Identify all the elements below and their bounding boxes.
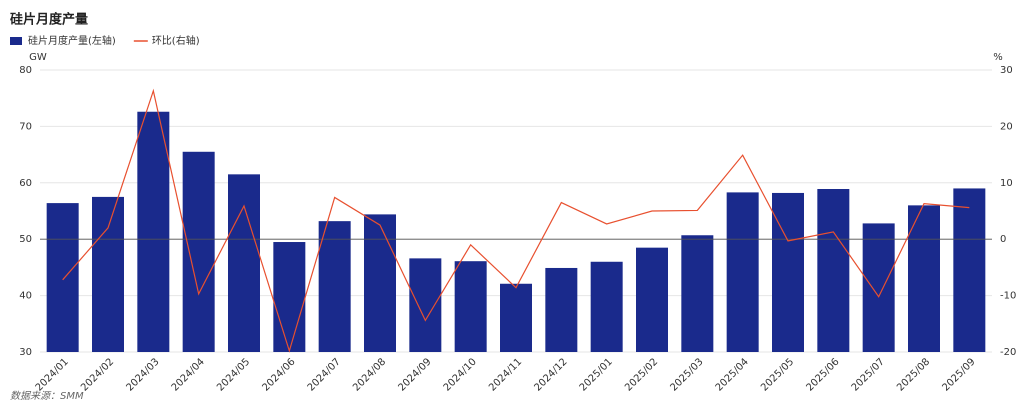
- y-tick-label: 70: [19, 121, 32, 132]
- y2-tick-label: 0: [1000, 234, 1006, 245]
- x-tick-label: 2024/06: [260, 356, 297, 393]
- x-tick-label: 2024/05: [215, 356, 252, 393]
- bar: [681, 235, 714, 352]
- bar: [92, 196, 124, 352]
- x-tick-label: 2025/02: [623, 356, 660, 393]
- x-tick-label: 2025/09: [940, 356, 977, 393]
- y2-tick-label: 20: [1000, 121, 1013, 132]
- x-tick-label: 2025/03: [668, 356, 705, 393]
- legend-label: 硅片月度产量(左轴): [28, 34, 116, 47]
- x-tick-label: 2024/10: [442, 356, 479, 393]
- bar: [46, 203, 79, 352]
- x-tick-label: 2025/08: [895, 356, 932, 393]
- bar: [454, 261, 487, 352]
- x-tick-label: 2025/06: [804, 356, 841, 393]
- y2-tick-label: -10: [1000, 291, 1016, 302]
- y2-axis-label: %: [993, 52, 1003, 63]
- y2-tick-label: 10: [1000, 178, 1013, 189]
- source: 数据来源：SMM: [10, 390, 84, 402]
- x-tick-label: 2024/07: [306, 356, 343, 393]
- y2-tick-label: 30: [1000, 65, 1013, 76]
- x-tick-label: 2024/01: [34, 356, 71, 393]
- line: [62, 88, 970, 353]
- bar: [817, 189, 850, 352]
- bar: [953, 188, 986, 352]
- bar: [182, 151, 215, 352]
- chart-title: 硅片月度产量: [10, 12, 88, 28]
- y-tick-label: 80: [19, 65, 32, 76]
- y-tick-label: 50: [19, 234, 32, 245]
- x-tick-label: 2024/03: [124, 356, 161, 393]
- bar: [862, 223, 895, 352]
- x-tick-label: 2024/02: [79, 356, 116, 393]
- bar: [545, 267, 578, 352]
- bar: [364, 214, 396, 352]
- x-tick-label: 2024/11: [487, 356, 524, 393]
- bar: [908, 205, 940, 352]
- y-tick-label: 60: [19, 178, 32, 189]
- legend-swatch: [10, 37, 22, 45]
- bar: [318, 221, 351, 352]
- y-axis-label: GW: [29, 52, 47, 63]
- bar: [590, 261, 623, 352]
- y-tick-label: 30: [19, 347, 32, 358]
- x-tick-label: 2024/09: [396, 356, 433, 393]
- bar: [726, 192, 759, 352]
- x-tick-label: 2024/04: [170, 356, 207, 393]
- bar: [273, 242, 306, 352]
- bar: [772, 192, 804, 352]
- x-tick-label: 2025/07: [850, 356, 887, 393]
- x-tick-label: 2025/01: [578, 356, 615, 393]
- x-tick-label: 2024/08: [351, 356, 388, 393]
- legend-label: 环比(右轴): [152, 34, 200, 47]
- x-tick-label: 2024/12: [532, 356, 569, 393]
- bar: [228, 174, 260, 352]
- bar: [636, 247, 668, 352]
- bar: [500, 283, 532, 352]
- x-tick-label: 2025/05: [759, 356, 796, 393]
- bar: [137, 111, 170, 353]
- y-tick-label: 40: [19, 291, 32, 302]
- bar: [409, 258, 442, 352]
- x-tick-label: 2025/04: [714, 356, 751, 393]
- y2-tick-label: -20: [1000, 347, 1016, 358]
